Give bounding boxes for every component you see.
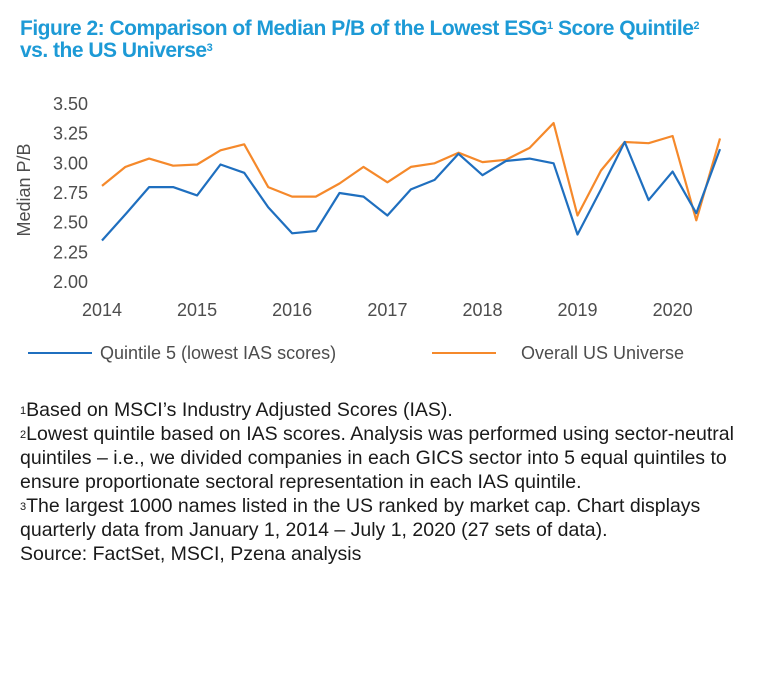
x-tick-label: 2018 (462, 300, 502, 320)
footnote-3-text: The largest 1000 names listed in the US … (20, 495, 701, 541)
source-text: Source: FactSet, MSCI, Pzena analysis (20, 543, 362, 565)
footnote-1: 1Based on MSCI’s Industry Adjusted Score… (20, 398, 760, 422)
x-tick-label: 2019 (558, 300, 598, 320)
y-axis-label: Median P/B (14, 143, 34, 236)
series-lines (101, 121, 722, 242)
x-tick-label: 2015 (177, 300, 217, 320)
series-line-quintile-5 (101, 140, 722, 242)
title-superscript-2: 2 (693, 20, 699, 32)
y-tick-label: 3.25 (53, 124, 88, 144)
series-line-us-universe (101, 121, 722, 222)
footnote-3-marker: 3 (20, 501, 27, 513)
x-tick-label: 2016 (272, 300, 312, 320)
footnote-1-marker: 1 (20, 405, 27, 417)
x-tick-label: 2014 (82, 300, 122, 320)
title-superscript-3: 3 (206, 42, 213, 54)
title-text-1b: Score Quintile (552, 17, 694, 40)
y-tick-label: 2.25 (53, 242, 88, 262)
legend-label-us-universe: Overall US Universe (521, 343, 684, 363)
line-chart: Median P/B 3.503.253.002.752.502.252.00 … (14, 94, 722, 363)
title-text-2: vs. the US Universe (20, 39, 207, 62)
legend: Quintile 5 (lowest IAS scores) Overall U… (28, 343, 684, 363)
title-text-1: Figure 2: Comparison of Median P/B of th… (20, 17, 548, 40)
figure-title: Figure 2: Comparison of Median P/B of th… (20, 18, 750, 62)
legend-label-quintile-5: Quintile 5 (lowest IAS scores) (100, 343, 336, 363)
source-note: Source: FactSet, MSCI, Pzena analysis (20, 542, 760, 566)
y-tick-label: 3.50 (53, 94, 88, 114)
y-tick-label: 3.00 (53, 153, 88, 173)
figure-title-line-2: vs. the US Universe3 (20, 40, 750, 62)
footnotes: 1Based on MSCI’s Industry Adjusted Score… (20, 398, 760, 566)
x-axis-ticks: 2014 2015 2016 2017 2018 2019 2020 (82, 300, 693, 320)
footnote-2-text: Lowest quintile based on IAS scores. Ana… (20, 423, 734, 493)
footnote-2-marker: 2 (20, 429, 27, 441)
y-axis-ticks: 3.50 3.25 3.00 2.75 2.50 2.25 2.00 (53, 94, 88, 292)
x-tick-label: 2020 (653, 300, 693, 320)
y-tick-label: 2.75 (53, 183, 88, 203)
y-tick-label: 2.00 (53, 272, 88, 292)
y-tick-label: 2.50 (53, 213, 88, 233)
footnote-3: 3The largest 1000 names listed in the US… (20, 494, 760, 542)
figure-title-line-1: Figure 2: Comparison of Median P/B of th… (20, 18, 750, 40)
x-tick-label: 2017 (367, 300, 407, 320)
footnote-2: 2Lowest quintile based on IAS scores. An… (20, 422, 760, 494)
title-superscript-1: 1 (547, 20, 553, 32)
footnote-1-text: Based on MSCI’s Industry Adjusted Scores… (26, 399, 453, 421)
